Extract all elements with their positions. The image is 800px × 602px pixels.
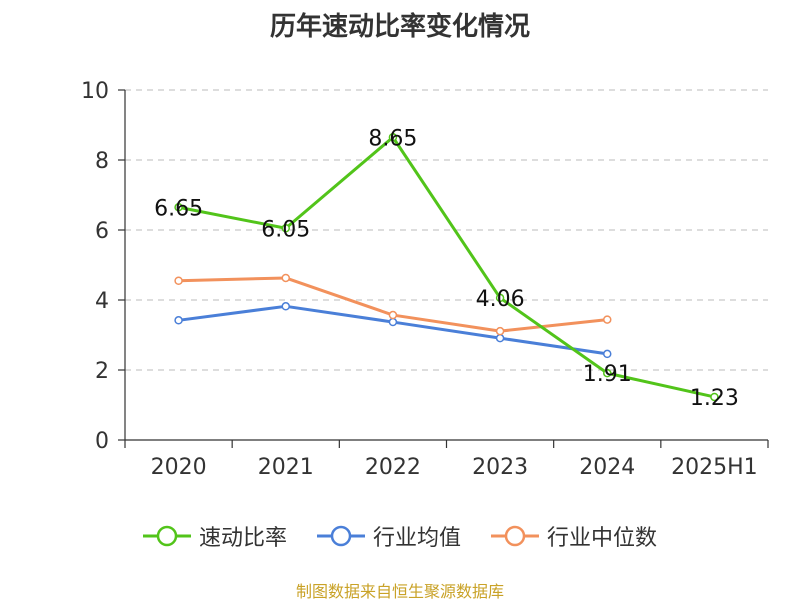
x-tick-label: 2021 [258,455,314,480]
data-label: 4.06 [476,287,525,312]
legend-item[interactable]: 行业中位数 [491,520,657,552]
y-tick-label: 0 [95,429,109,454]
series-line-0 [178,135,715,399]
data-point [174,203,183,212]
legend-line-circle-icon [142,525,191,547]
data-label: 6.05 [261,217,310,242]
data-point [495,326,505,336]
data-point [388,133,398,142]
y-tick-label: 10 [81,79,109,104]
legend-line-circle-icon [491,525,539,547]
y-tick-label: 2 [95,359,109,384]
x-tick-label: 2025H1 [671,455,758,480]
data-point [710,392,719,402]
legend-label: 行业均值 [372,526,461,551]
data-point [281,224,290,233]
data-point [174,276,183,285]
y-tick-label: 4 [95,289,109,314]
data-label: 8.65 [368,126,417,151]
legend-line-circle-icon [316,525,365,547]
x-tick-label: 2020 [151,455,207,480]
x-tick-label: 2023 [472,455,528,480]
x-tick-label: 2022 [365,455,421,480]
data-source-note: 制图数据来自恒生聚源数据库 [295,582,504,601]
legend-label: 行业中位数 [547,526,658,551]
data-point [281,273,290,283]
x-tick-label: 2024 [579,455,635,480]
data-label: 6.65 [154,196,203,221]
data-point [603,315,612,324]
data-point [495,293,505,303]
data-point [603,368,612,378]
legend: 速动比率 行业均值 行业中位数 [0,520,800,552]
data-point [603,349,612,359]
legend-item[interactable]: 速动比率 [142,520,287,552]
legend-label: 速动比率 [198,526,287,551]
data-point [388,317,398,327]
data-point [495,333,505,343]
chart-title: 历年速动比率变化情况 [269,12,530,42]
legend-item[interactable]: 行业均值 [316,520,461,552]
y-tick-label: 6 [95,219,109,244]
y-tick-label: 8 [95,149,109,174]
data-point [388,310,398,320]
data-point [174,316,183,325]
data-point [281,302,290,311]
data-label: 1.91 [583,362,632,387]
data-label: 1.23 [690,386,739,411]
